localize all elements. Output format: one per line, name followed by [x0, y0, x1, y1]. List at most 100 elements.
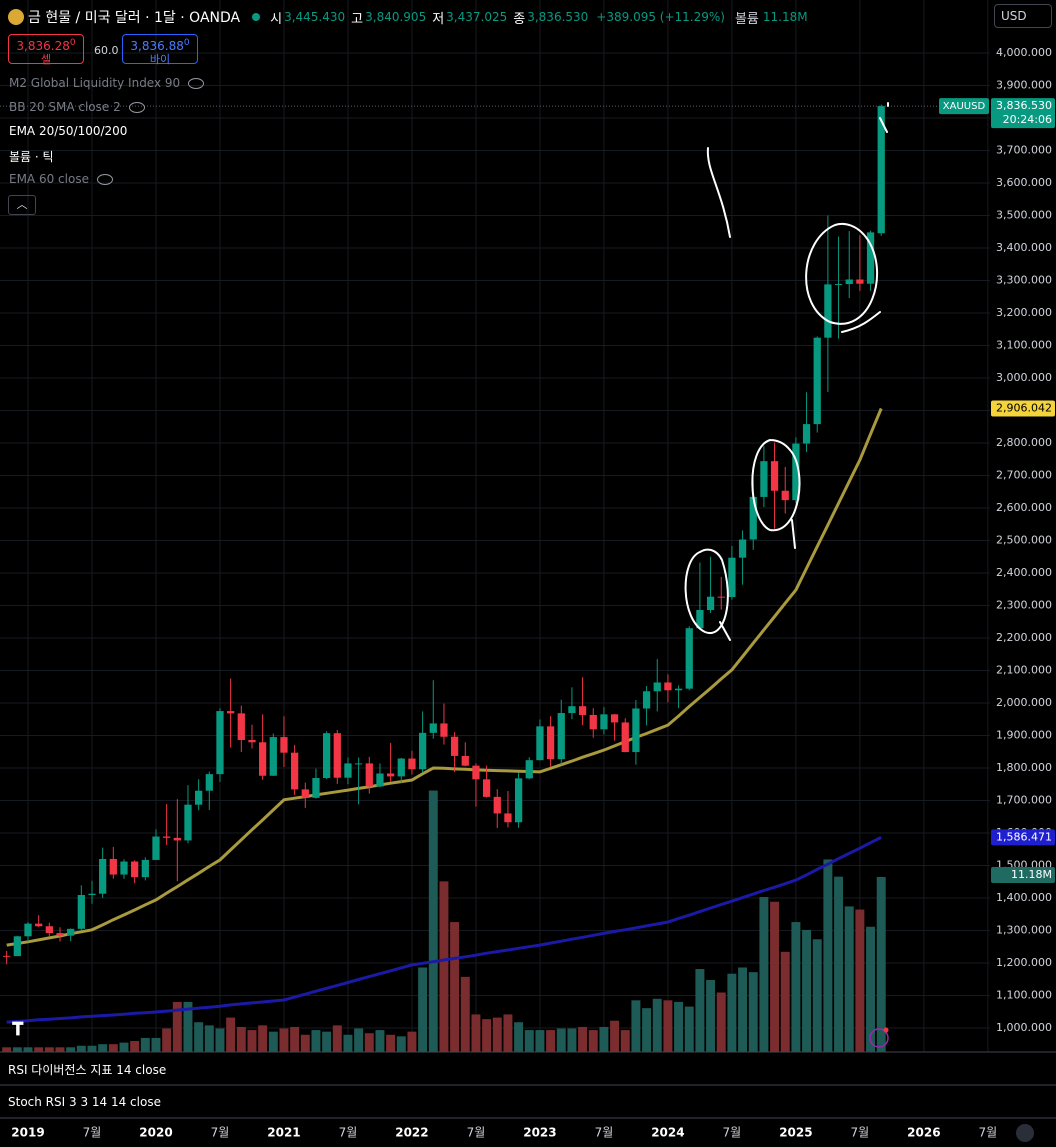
volume-bar [866, 926, 876, 1052]
candle-body [429, 723, 437, 733]
candle-body [781, 490, 789, 501]
volume-bar [215, 1028, 225, 1052]
volume-bar [343, 1034, 353, 1052]
candle-body [824, 284, 832, 338]
volume-bar [76, 1045, 86, 1052]
volume-bar [610, 1020, 620, 1052]
candle-body [845, 279, 853, 285]
indicator: M2 Global Liquidity Index 90 [9, 76, 205, 90]
hand-drawing [706, 147, 731, 238]
candle-body [365, 763, 373, 787]
candle-body [802, 424, 811, 444]
candle-body [195, 790, 203, 805]
candle-body [749, 496, 757, 540]
candle-body [866, 232, 875, 284]
volume-bar [226, 1017, 236, 1052]
y-tick-label: 2,100.000 [996, 663, 1052, 676]
candle-body [792, 443, 800, 501]
candle-body [269, 737, 277, 776]
sell-price: 3,836.28 [16, 39, 70, 53]
candle-body [386, 773, 395, 777]
ohlc-value: 3,445.430 [284, 10, 346, 24]
header: 금 현물 / 미국 달러 · 1달 · OANDA 시 3,445.430 고 3,8… [8, 7, 814, 27]
y-tick-label: 2,500.000 [996, 533, 1052, 546]
ema-line [6, 836, 882, 1024]
candle-body [280, 737, 288, 753]
volume-bar [727, 973, 737, 1052]
currency-select[interactable]: USD [994, 4, 1052, 28]
candle-body [141, 859, 149, 878]
collapse-button[interactable]: ︿ [8, 195, 36, 215]
volume-bar [34, 1047, 44, 1052]
rsi-pane-label: RSI 다이버전스 지표 14 close [8, 1063, 167, 1077]
volume-bar [44, 1047, 54, 1052]
candle-body [152, 836, 160, 860]
indicator: 볼륨 · 틱 [9, 148, 54, 165]
candle-body [578, 706, 587, 715]
candle-body [877, 106, 885, 234]
x-tick-label: 2023 [523, 1126, 556, 1140]
spread: 60.0 [94, 44, 119, 57]
candle-body [493, 796, 501, 814]
volume-bar [642, 1008, 652, 1052]
line-value-label-bg [991, 400, 1055, 417]
x-tick-label: 2025 [779, 1126, 812, 1140]
buy-sup: 0 [183, 38, 190, 48]
volume-bar [780, 951, 790, 1052]
buy-button[interactable]: 3,836.880 바이 [122, 34, 198, 66]
candle-body [642, 691, 651, 709]
candle-body [216, 711, 224, 775]
volume-bar [482, 1019, 492, 1052]
volume-bar [98, 1044, 108, 1052]
candle-body [813, 337, 821, 425]
last-price-label: 3,836.530 [996, 99, 1052, 112]
volume-bar [546, 1030, 556, 1052]
y-tick-label: 2,000.000 [996, 696, 1052, 709]
symbol-tag-bg [939, 98, 989, 115]
volume-bar [620, 1030, 630, 1052]
volume-bar [823, 859, 833, 1052]
candle-body [77, 895, 85, 929]
volume-bar [524, 1030, 534, 1052]
y-tick-label: 3,500.000 [996, 208, 1052, 221]
volume-bar [631, 1000, 641, 1052]
volume-bar [130, 1041, 140, 1052]
volume-bar [119, 1042, 129, 1052]
volume-value: 11.18M [762, 10, 808, 24]
y-tick-label: 3,100.000 [996, 338, 1052, 351]
volume-bar [738, 967, 748, 1052]
volume-bar [791, 922, 801, 1052]
candle-body [589, 714, 597, 730]
sell-button[interactable]: 3,836.280 셀 [8, 34, 84, 66]
volume-bar [716, 992, 726, 1052]
candle-body [472, 765, 480, 780]
x-tick-label: 2020 [139, 1126, 172, 1140]
volume-bar [834, 876, 844, 1052]
candle-body [546, 726, 555, 760]
volume-bar [471, 1014, 481, 1052]
hidden-icon [128, 101, 145, 113]
candle-body [376, 773, 384, 787]
volume-bar [279, 1028, 289, 1052]
candle-body [205, 774, 213, 791]
y-tick-label: 4,000.000 [996, 46, 1052, 59]
line-value-label: 1,586.471 [996, 830, 1052, 843]
hidden-icon [96, 173, 113, 185]
ohlc-label: 고 [351, 11, 364, 27]
candle-body [557, 713, 565, 760]
candle-body [291, 752, 299, 790]
volume-value-label-bg [991, 866, 1055, 883]
candle-body [163, 836, 171, 838]
volume-bar [567, 1028, 577, 1052]
ohlc-value: 3,437.025 [446, 10, 508, 24]
volume-bar [428, 790, 438, 1052]
candle-body [418, 732, 427, 770]
volume-bar [876, 876, 886, 1052]
volume-bar [770, 901, 780, 1052]
candle-body [88, 893, 96, 896]
y-tick-label: 3,200.000 [996, 306, 1052, 319]
title: 금 현물 / 미국 달러 · 1달 · OANDA [28, 10, 241, 26]
volume-bar [290, 1026, 300, 1052]
volume-bar [386, 1034, 396, 1052]
y-tick-label: 3,000.000 [996, 371, 1052, 384]
